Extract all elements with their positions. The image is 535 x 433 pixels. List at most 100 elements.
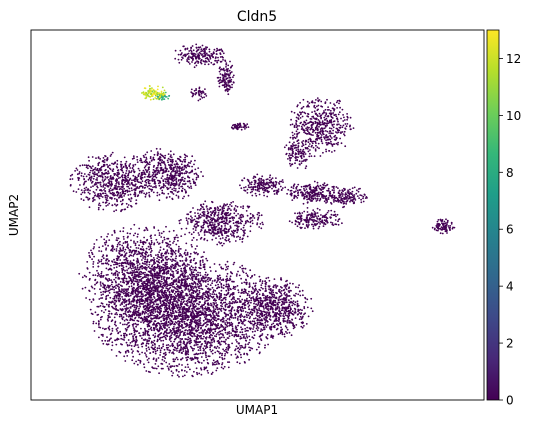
scatter-point xyxy=(164,285,166,287)
scatter-point xyxy=(134,296,136,298)
scatter-point xyxy=(116,160,118,162)
scatter-point xyxy=(177,285,179,287)
scatter-point xyxy=(126,334,128,336)
scatter-point xyxy=(104,328,106,330)
scatter-point xyxy=(197,308,199,310)
scatter-point xyxy=(126,342,128,344)
scatter-point xyxy=(161,347,163,349)
scatter-point xyxy=(175,291,177,293)
scatter-point xyxy=(118,351,120,353)
scatter-point xyxy=(111,260,113,262)
scatter-point xyxy=(192,359,194,361)
scatter-point xyxy=(168,349,170,351)
scatter-point xyxy=(273,326,275,328)
scatter-point xyxy=(225,324,227,326)
scatter-point xyxy=(126,260,128,262)
scatter-point xyxy=(216,314,218,316)
scatter-point xyxy=(137,284,139,286)
scatter-point xyxy=(164,349,166,351)
scatter-point xyxy=(152,334,154,336)
scatter-point xyxy=(244,305,246,307)
scatter-point xyxy=(276,329,278,331)
scatter-point xyxy=(249,349,251,351)
scatter-point xyxy=(129,277,131,279)
scatter-point xyxy=(124,251,126,253)
scatter-point xyxy=(153,340,155,342)
scatter-point xyxy=(147,305,149,307)
scatter-point xyxy=(303,325,305,327)
scatter-point xyxy=(133,264,135,266)
scatter-point xyxy=(205,318,207,320)
scatter-point xyxy=(172,302,174,304)
scatter-point xyxy=(128,295,130,297)
scatter-point xyxy=(220,302,222,304)
scatter-point xyxy=(293,300,295,302)
scatter-point xyxy=(217,346,219,348)
scatter-point xyxy=(223,285,225,287)
scatter-point xyxy=(179,265,181,267)
scatter-point xyxy=(264,344,266,346)
scatter-point xyxy=(148,334,150,336)
scatter-point xyxy=(148,348,150,350)
scatter-point xyxy=(239,322,241,324)
scatter-point xyxy=(269,318,271,320)
scatter-point xyxy=(161,323,163,325)
scatter-point xyxy=(132,280,134,282)
scatter-point xyxy=(162,259,164,261)
scatter-point xyxy=(133,278,135,280)
scatter-point xyxy=(158,287,160,289)
scatter-point xyxy=(219,298,221,300)
scatter-point xyxy=(181,282,183,284)
scatter-point xyxy=(144,333,146,335)
scatter-point xyxy=(250,300,252,302)
scatter-point xyxy=(191,335,193,337)
scatter-point xyxy=(267,334,269,336)
scatter-point xyxy=(288,304,290,306)
scatter-point xyxy=(114,324,116,326)
scatter-point xyxy=(186,352,188,354)
scatter-point xyxy=(163,333,165,335)
scatter-point xyxy=(204,294,206,296)
scatter-point xyxy=(267,306,269,308)
scatter-point xyxy=(158,345,160,347)
scatter-point xyxy=(156,267,158,269)
scatter-point xyxy=(221,310,223,312)
scatter-point xyxy=(214,315,216,317)
scatter-point xyxy=(279,302,281,304)
scatter-point xyxy=(194,328,196,330)
scatter-point xyxy=(261,312,263,314)
scatter-point xyxy=(275,320,277,322)
scatter-point xyxy=(177,359,179,361)
scatter-point xyxy=(231,273,233,275)
scatter-point xyxy=(147,260,149,262)
scatter-point xyxy=(227,361,229,363)
scatter-point xyxy=(121,316,123,318)
scatter-point xyxy=(171,260,173,262)
scatter-point xyxy=(248,308,250,310)
scatter-point xyxy=(170,269,172,271)
scatter-point xyxy=(264,314,266,316)
scatter-point xyxy=(115,344,117,346)
scatter-point xyxy=(192,350,194,352)
scatter-point xyxy=(132,250,134,252)
scatter-point xyxy=(182,327,184,329)
scatter-point xyxy=(158,372,160,374)
scatter-point xyxy=(157,278,159,280)
scatter-point xyxy=(143,363,145,365)
scatter-point xyxy=(257,329,259,331)
scatter-point xyxy=(283,298,285,300)
scatter-point xyxy=(177,271,179,273)
scatter-point xyxy=(248,359,250,361)
scatter-point xyxy=(229,288,231,290)
scatter-point xyxy=(188,310,190,312)
scatter-point xyxy=(214,302,216,304)
scatter-point xyxy=(95,323,97,325)
scatter-point xyxy=(152,342,154,344)
scatter-point xyxy=(171,352,173,354)
scatter-point xyxy=(118,288,120,290)
scatter-point xyxy=(104,159,106,161)
scatter-point xyxy=(207,370,209,372)
scatter-point xyxy=(130,200,132,202)
scatter-point xyxy=(164,239,166,241)
scatter-point xyxy=(140,328,142,330)
